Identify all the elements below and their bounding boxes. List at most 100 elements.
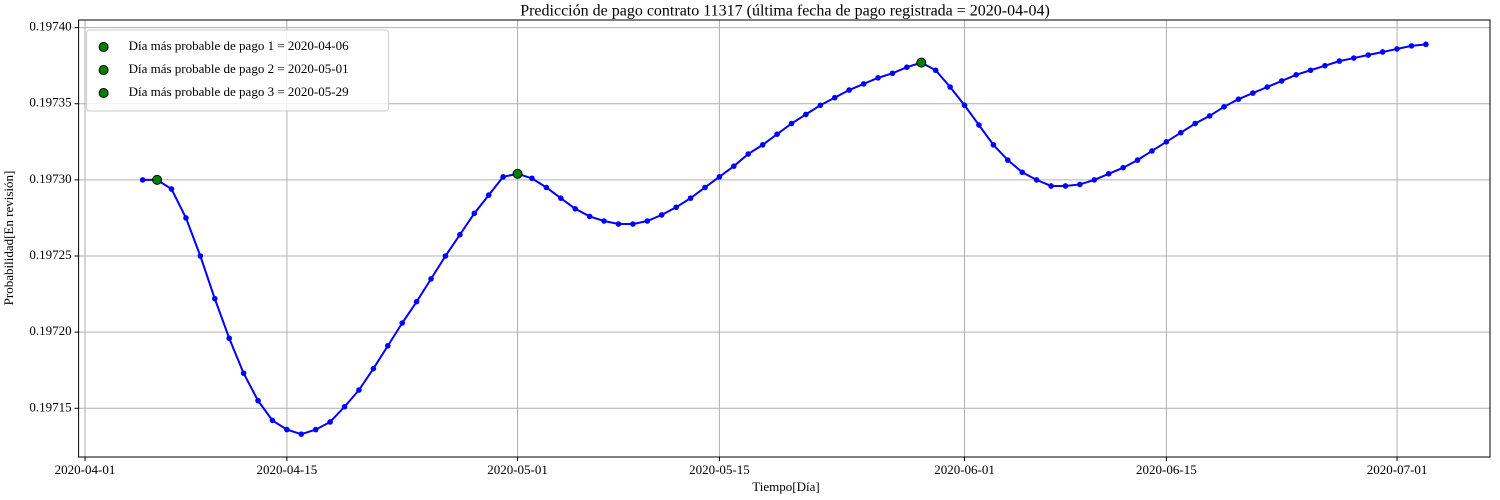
point — [341, 403, 348, 410]
point — [774, 131, 780, 137]
point — [442, 253, 449, 259]
point — [1379, 49, 1386, 55]
y-tick-label: 0.19730 — [29, 171, 71, 186]
point — [846, 87, 852, 93]
point — [255, 397, 261, 404]
legend-box — [86, 29, 390, 112]
point — [586, 213, 593, 220]
point — [1408, 43, 1415, 49]
point — [1235, 96, 1242, 102]
point — [1091, 177, 1098, 183]
legend-label: Día más probable de pago 1 = 2020-04-06 — [129, 38, 349, 53]
point — [803, 111, 809, 118]
point — [572, 206, 579, 212]
point — [500, 174, 506, 180]
point — [759, 142, 766, 148]
point — [990, 142, 997, 148]
point — [889, 70, 896, 77]
point — [716, 174, 723, 180]
point — [1221, 103, 1227, 110]
x-tick-label: 2020-04-15 — [257, 462, 318, 477]
point — [1423, 41, 1429, 48]
point — [1322, 62, 1328, 69]
point — [1394, 46, 1400, 52]
point — [601, 218, 607, 224]
point — [687, 195, 694, 201]
point — [658, 212, 665, 218]
y-tick-label: 0.19740 — [29, 19, 71, 34]
y-tick-label: 0.19720 — [29, 323, 71, 338]
y-tick-label: 0.19715 — [29, 399, 71, 414]
point — [745, 151, 752, 157]
point — [312, 426, 319, 433]
y-tick-label: 0.19735 — [29, 95, 71, 110]
point — [1048, 183, 1054, 189]
x-tick-label: 2020-06-15 — [1136, 462, 1197, 477]
highlight-point — [152, 174, 163, 185]
point — [428, 276, 434, 282]
point — [860, 81, 867, 87]
point — [976, 122, 982, 128]
point — [183, 215, 189, 221]
point — [630, 221, 636, 227]
point — [1336, 58, 1343, 64]
point — [558, 195, 564, 201]
point — [702, 184, 708, 191]
point — [457, 231, 463, 238]
x-tick-label: 2020-07-01 — [1367, 462, 1428, 477]
legend-marker — [98, 42, 109, 52]
point — [1077, 181, 1083, 188]
point — [1365, 52, 1372, 58]
point — [1149, 148, 1155, 154]
point — [1293, 72, 1299, 78]
point — [615, 221, 622, 227]
highlight-point — [512, 168, 523, 179]
point — [298, 431, 305, 437]
point — [817, 102, 824, 109]
point — [875, 75, 881, 81]
point — [932, 67, 939, 74]
x-axis-label: Tiempo[Día] — [752, 479, 819, 494]
point — [961, 102, 968, 109]
point — [1351, 55, 1357, 61]
legend-label: Día más probable de pago 2 = 2020-05-01 — [129, 61, 349, 76]
point — [399, 320, 406, 326]
point — [731, 163, 737, 169]
point — [370, 365, 377, 372]
point — [1120, 164, 1126, 171]
plot-frame — [78, 19, 1491, 458]
point — [384, 343, 391, 349]
legend: Día más probable de pago 1 = 2020-04-06 D… — [86, 29, 390, 112]
point — [139, 177, 146, 183]
point — [1004, 157, 1011, 163]
point — [1264, 84, 1271, 90]
point — [284, 426, 290, 433]
point — [226, 335, 232, 342]
point — [240, 370, 247, 377]
point — [1250, 90, 1256, 96]
point — [413, 298, 420, 305]
point — [1307, 67, 1314, 74]
point — [1206, 113, 1213, 119]
legend-label: Día más probable de pago 3 = 2020-05-29 — [129, 84, 349, 99]
point — [1134, 157, 1141, 163]
x-tick-label: 2020-04-01 — [55, 462, 116, 477]
point — [269, 417, 276, 424]
point — [1163, 139, 1170, 145]
x-tick-label: 2020-05-15 — [689, 462, 750, 477]
point — [197, 253, 204, 259]
highlight-point — [916, 57, 927, 68]
y-tick-label: 0.19725 — [29, 247, 71, 262]
point — [1062, 183, 1069, 189]
x-tick-label: 2020-06-01 — [934, 462, 995, 477]
point — [485, 192, 492, 198]
chart-title: Predicción de pago contrato 11317 (últim… — [520, 3, 1050, 20]
point — [788, 120, 795, 127]
point — [904, 64, 910, 71]
point — [1278, 78, 1285, 84]
y-axis-label: Probabilidad[En revisión] — [1, 171, 16, 306]
point — [529, 175, 535, 182]
point — [947, 84, 953, 90]
point — [471, 210, 478, 217]
